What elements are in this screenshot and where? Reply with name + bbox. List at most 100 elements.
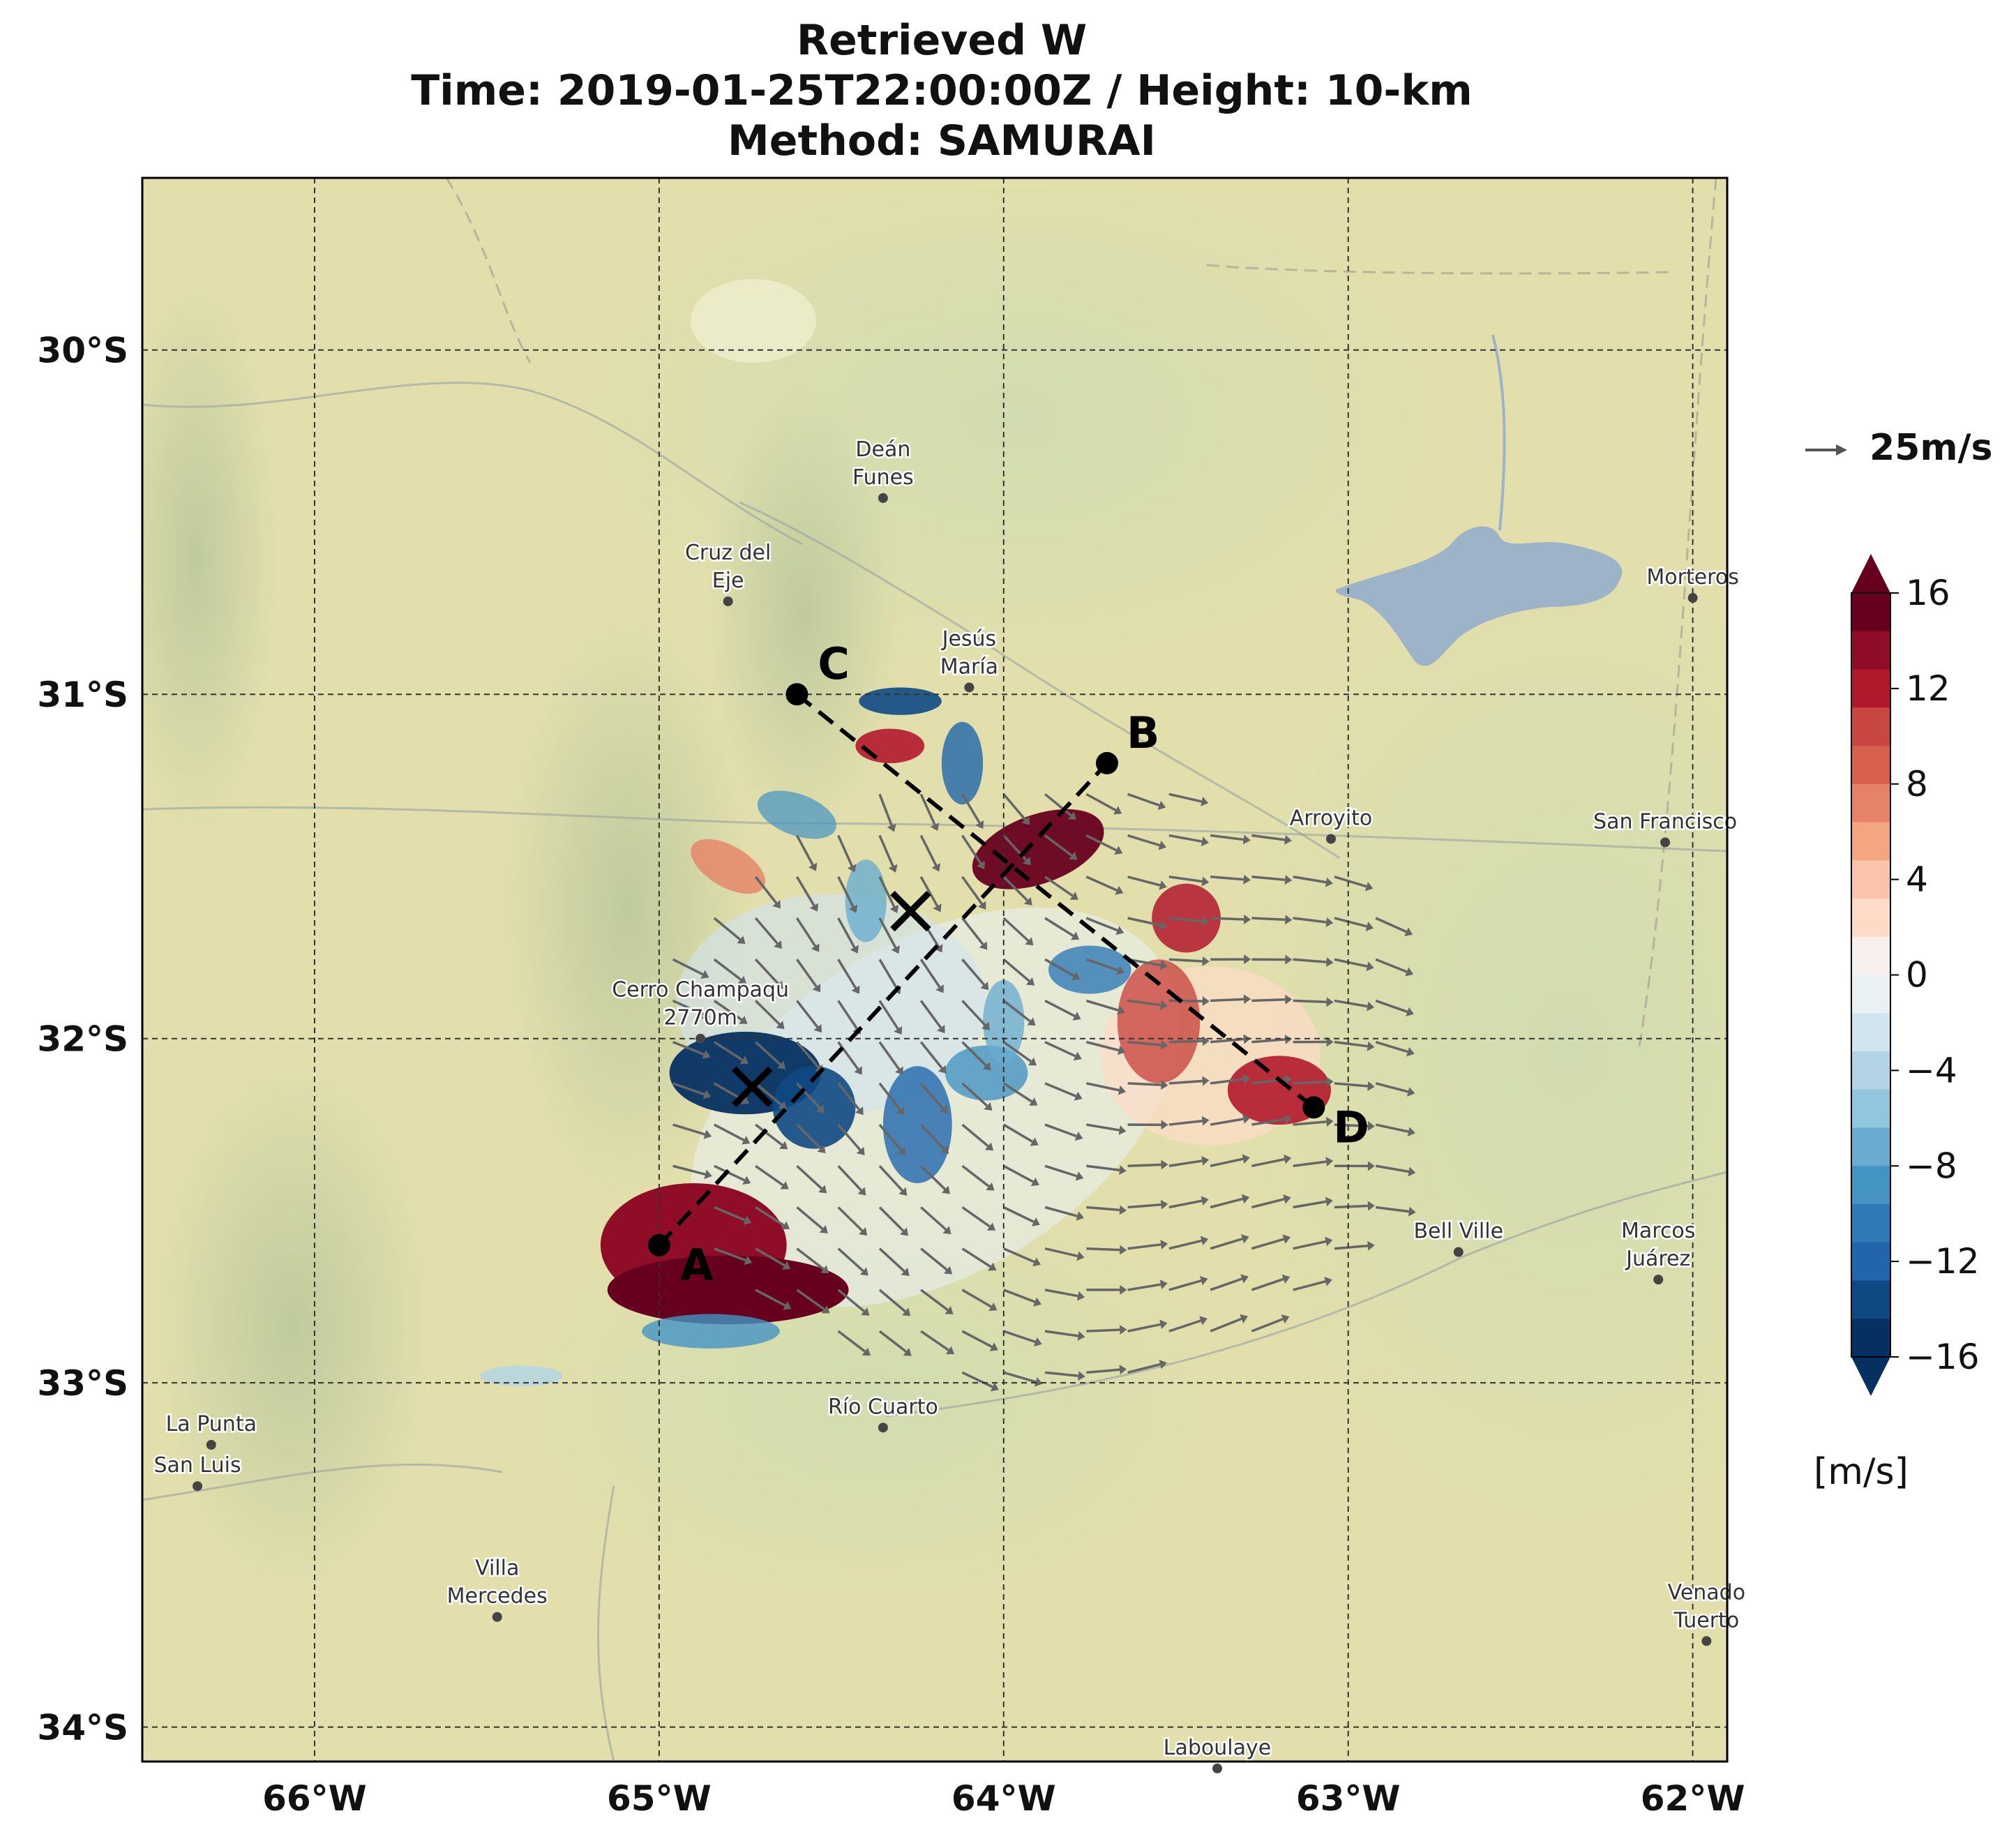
city-dot xyxy=(878,493,888,503)
colorbar-tick-label: −8 xyxy=(1906,1146,1957,1186)
colorbar-unit: [m/s] xyxy=(1814,1451,1909,1493)
colorbar-tick-label: 12 xyxy=(1906,668,1950,709)
vertical-velocity-field xyxy=(480,687,1416,1392)
city-dot xyxy=(1326,834,1336,844)
city-dot xyxy=(1453,1247,1464,1257)
colorbar-tick-label: 8 xyxy=(1906,764,1928,804)
colorbar-segment xyxy=(1851,593,1890,632)
city-dot xyxy=(695,1033,706,1044)
city-dot xyxy=(1687,593,1698,603)
city-label: Arroyito xyxy=(1290,806,1373,830)
quiver-key-label: 25m/s xyxy=(1870,427,1993,469)
colorbar-tick-label: −16 xyxy=(1906,1337,1980,1377)
city-dot xyxy=(878,1422,888,1433)
lat-tick-label: 31°S xyxy=(37,675,128,715)
colorbar-segment xyxy=(1851,822,1890,861)
colorbar-tick-label: −12 xyxy=(1906,1241,1980,1282)
city-label: Bell Ville xyxy=(1413,1219,1503,1244)
colorbar-segment xyxy=(1851,669,1890,708)
colorbar-segment xyxy=(1851,1089,1890,1128)
city-dot xyxy=(1212,1763,1223,1773)
city-dot xyxy=(1653,1275,1664,1285)
city-label: Venado xyxy=(1668,1580,1745,1605)
colorbar-segment xyxy=(1851,899,1890,938)
city-labels: Deán Funes Cruz del Eje Jesús María Morteros Ar… xyxy=(152,435,1747,1773)
city-label: Funes xyxy=(852,465,914,490)
colorbar: 16 12 8 4 0 −4 −8 −12 −16 xyxy=(1851,554,1980,1396)
cross-section-lines: A B C D xyxy=(647,638,1369,1291)
colorbar-segment xyxy=(1851,746,1890,785)
city-dot xyxy=(1660,837,1671,848)
city-label: Deán xyxy=(855,437,910,462)
city-label: San Luis xyxy=(153,1453,241,1478)
axis-tick-labels: 66°W 65°W 64°W 63°W 62°W 30°S 31°S 32°S 33°S 34°S xyxy=(37,331,1745,1819)
city-label: María xyxy=(940,654,998,679)
city-label: Tuerto xyxy=(1673,1608,1740,1632)
colorbar-segment xyxy=(1851,936,1890,975)
colorbar-segment xyxy=(1851,1242,1890,1281)
cross-section-endpoint xyxy=(647,1233,670,1256)
city-label: La Punta xyxy=(166,1412,257,1436)
quiver-key-arrow xyxy=(1805,444,1847,456)
city-label: Villa xyxy=(475,1556,519,1581)
city-label: San Francisco xyxy=(1593,809,1737,834)
lat-tick-label: 30°S xyxy=(37,331,128,371)
colorbar-tick-label: 4 xyxy=(1906,859,1928,900)
colorbar-segment xyxy=(1851,1280,1890,1319)
lon-tick-label: 64°W xyxy=(951,1778,1056,1819)
colorbar-segment xyxy=(1851,975,1890,1014)
colorbar-segment xyxy=(1851,860,1890,899)
colorbar-segment xyxy=(1851,783,1890,823)
cross-section-endpoint xyxy=(785,683,808,706)
city-dot xyxy=(206,1440,216,1450)
city-label: Cerro Champaqu xyxy=(612,978,789,1003)
city-label: Eje xyxy=(712,569,744,593)
colorbar-segment xyxy=(1851,1204,1890,1243)
lat-tick-label: 33°S xyxy=(37,1363,128,1404)
x-marker xyxy=(890,890,931,932)
title-line-3: Method: SAMURAI xyxy=(728,117,1156,165)
colorbar-segment xyxy=(1851,1319,1890,1358)
cross-section-label: B xyxy=(1127,707,1159,758)
city-dot xyxy=(193,1481,203,1492)
city-label: Cruz del xyxy=(685,541,771,565)
lon-tick-label: 62°W xyxy=(1641,1778,1745,1819)
cross-section-label: A xyxy=(680,1240,714,1291)
city-label: Marcos xyxy=(1621,1219,1695,1243)
colorbar-tick-label: −4 xyxy=(1906,1050,1957,1090)
city-dot xyxy=(492,1612,502,1622)
cross-section-label: C xyxy=(818,638,850,689)
city-label: Morteros xyxy=(1646,565,1738,590)
city-label: Jesús xyxy=(941,626,997,651)
colorbar-tick-label: 0 xyxy=(1906,955,1928,996)
lat-tick-label: 34°S xyxy=(37,1708,128,1748)
cross-section-endpoint xyxy=(1095,751,1118,774)
colorbar-segment xyxy=(1851,707,1890,746)
city-dot xyxy=(964,682,975,693)
colorbar-tick-label: 16 xyxy=(1906,573,1950,613)
city-label: Mercedes xyxy=(447,1584,548,1609)
city-dot xyxy=(1701,1636,1712,1646)
city-dot xyxy=(723,596,733,606)
colorbar-segment xyxy=(1851,631,1890,670)
gridlines xyxy=(142,178,1727,1762)
city-label: 2770m xyxy=(663,1006,737,1030)
map-frame xyxy=(141,177,1729,1763)
city-label: Río Cuarto xyxy=(828,1395,938,1419)
lon-tick-label: 65°W xyxy=(607,1778,712,1819)
x-marker xyxy=(732,1066,773,1107)
lon-tick-label: 63°W xyxy=(1296,1778,1401,1819)
cross-section-line xyxy=(657,761,1109,1247)
title-line-2: Time: 2019-01-25T22:00:00Z / Height: 10-… xyxy=(411,66,1473,115)
colorbar-min-extend xyxy=(1851,1357,1890,1396)
colorbar-segment xyxy=(1851,1013,1890,1052)
city-label: Laboulaye xyxy=(1164,1736,1271,1760)
colorbar-segment xyxy=(1851,1051,1890,1090)
colorbar-segment xyxy=(1851,1127,1890,1166)
basemap xyxy=(142,178,1727,1762)
colorbar-segment xyxy=(1851,1166,1890,1205)
cross-section-endpoint xyxy=(1302,1096,1325,1119)
title-line-1: Retrieved W xyxy=(796,16,1088,65)
city-label: Juárez xyxy=(1625,1247,1690,1271)
